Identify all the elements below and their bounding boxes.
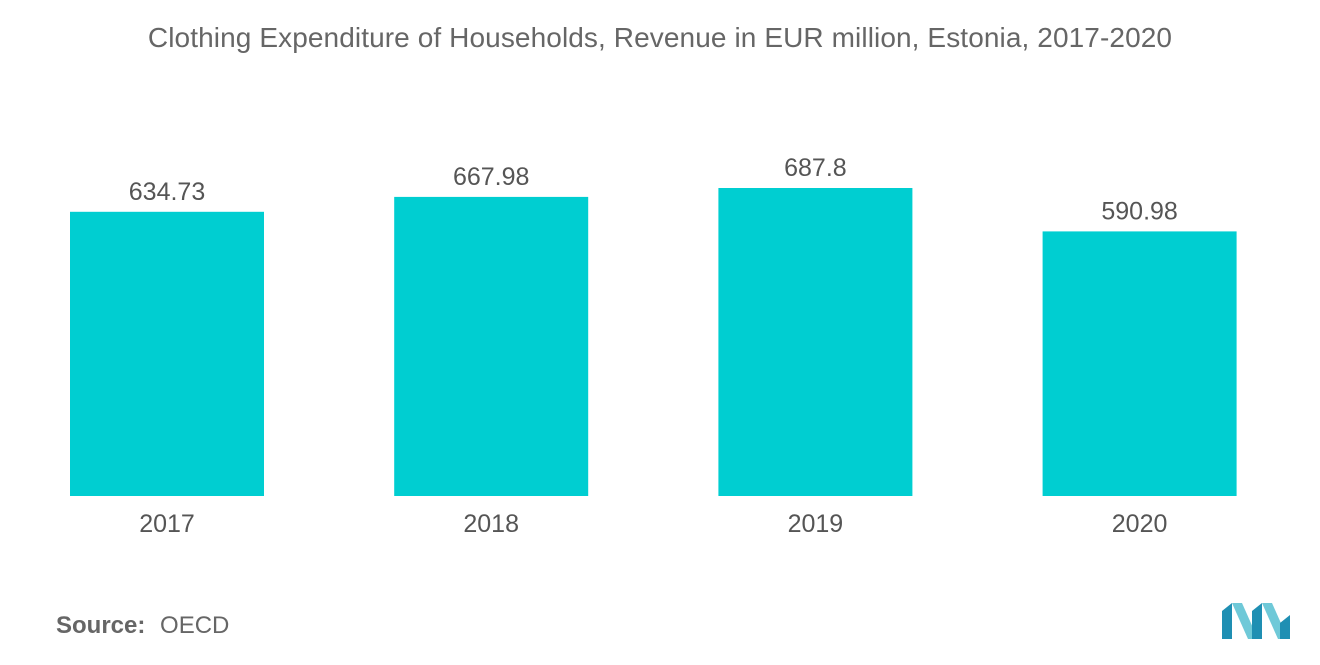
x-tick-label-2017: 2017: [139, 510, 195, 538]
chart-title: Clothing Expenditure of Households, Reve…: [147, 22, 1173, 53]
bar-2019: [718, 188, 913, 496]
data-label-2017: 634.73: [129, 178, 205, 206]
x-tick-label-2020: 2020: [1112, 510, 1168, 538]
source-label: Source:: [56, 612, 146, 639]
company-logo-icon: [1222, 603, 1290, 639]
data-label-2018: 667.98: [453, 163, 529, 191]
source-note: Source: OECD: [56, 612, 229, 640]
data-label-2019: 687.8: [784, 154, 847, 182]
data-label-2020: 590.98: [1101, 197, 1177, 225]
source-value: OECD: [160, 612, 230, 639]
bar-2018: [394, 196, 589, 496]
bar-2020: [1042, 231, 1237, 496]
bar-2017: [70, 211, 264, 497]
x-tick-label-2019: 2019: [788, 510, 844, 538]
x-tick-label-2018: 2018: [463, 510, 519, 538]
